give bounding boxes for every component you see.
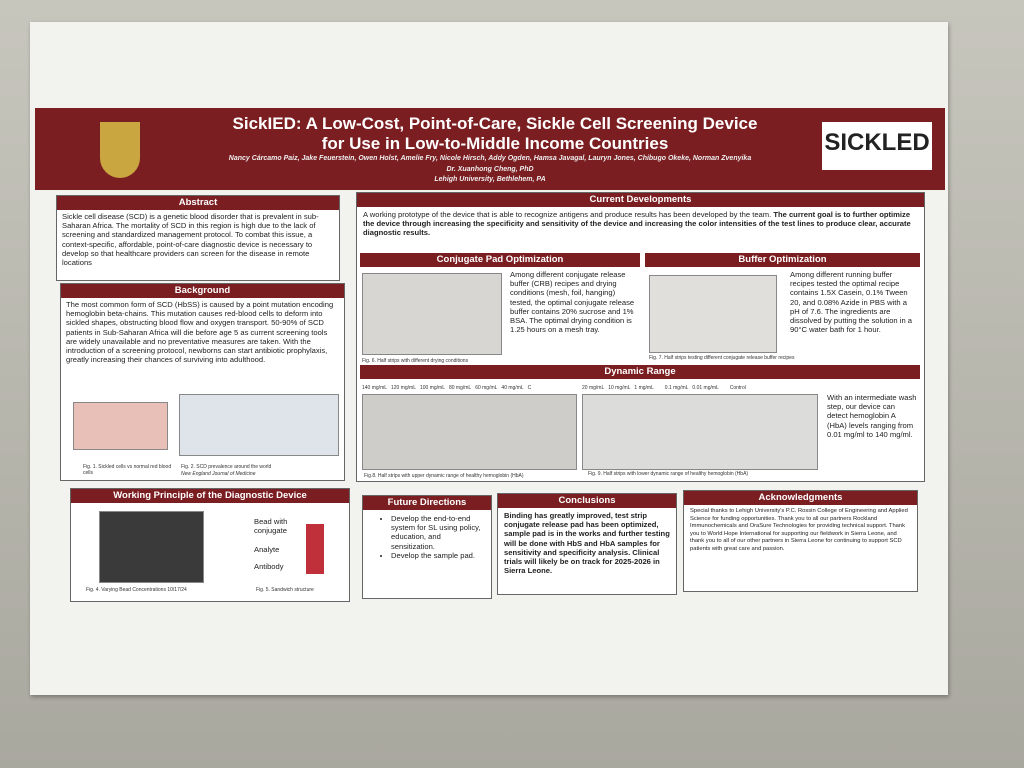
heading: Background	[61, 284, 344, 298]
goal: The current goal is to further optimize …	[363, 210, 911, 238]
text: Among different running buffer recipes t…	[790, 270, 913, 335]
background: Background The most common form of SCD (…	[60, 283, 345, 481]
title: for Use in Low-to-Middle Income Countrie…	[321, 134, 669, 153]
conclusions: Conclusions Binding has greatly improved…	[497, 493, 677, 595]
heading: Future Directions	[363, 496, 491, 510]
caption: Fig. 1. Sickled cells vs normal red bloo…	[83, 464, 172, 476]
text: Sickle cell disease (SCD) is a genetic b…	[62, 212, 319, 268]
caption: Fig.8. Half strips with upper dynamic ra…	[364, 473, 524, 479]
heading: Abstract	[57, 196, 339, 210]
acknowledgments: Acknowledgments Special thanks to Lehigh…	[683, 490, 918, 592]
affiliation: Lehigh University, Bethlehem, PA	[434, 176, 546, 183]
caption: Fig. 9. Half strips with lower dynamic r…	[588, 471, 749, 477]
figure	[179, 394, 339, 456]
caption: Fig. 2. SCD prevalence around the world	[181, 464, 272, 470]
heading: Acknowledgments	[684, 491, 917, 505]
future-directions: Future Directions Develop the end-to-end…	[362, 495, 492, 599]
heading: Current Developments	[357, 193, 924, 207]
caption: Fig. 5. Sandwich structure	[256, 587, 314, 593]
figure	[73, 402, 168, 450]
text: Special thanks to Lehigh University's P.…	[690, 508, 908, 552]
figure	[362, 394, 577, 470]
heading: Conjugate Pad Optimization	[360, 253, 640, 267]
title: SickIED: A Low-Cost, Point-of-Care, Sick…	[232, 114, 758, 133]
dynamic-range: Dynamic Range 140 mg/mL 120 mg/mL 100 mg…	[360, 365, 920, 483]
logo: SICKLED	[822, 122, 932, 170]
figure	[649, 275, 777, 353]
list: Develop the end-to-end system for SL usi…	[363, 510, 491, 560]
working-principle: Working Principle of the Diagnostic Devi…	[70, 488, 350, 602]
figure	[362, 273, 502, 355]
list-item: Develop the end-to-end system for SL usi…	[391, 514, 483, 551]
heading: Working Principle of the Diagnostic Devi…	[71, 489, 349, 503]
figure	[99, 511, 204, 583]
label: Bead with conjugate	[254, 517, 288, 536]
text: With an intermediate wash step, our devi…	[827, 393, 917, 439]
text: A working prototype of the device that i…	[363, 210, 772, 219]
caption: Fig. 6. Half strips with different dryin…	[362, 358, 469, 364]
label: 20 mg/mL 10 mg/mL 1 mg/mL 0.1 mg/mL 0.01…	[582, 385, 746, 391]
text: The most common form of SCD (HbSS) is ca…	[66, 300, 334, 365]
heading: Buffer Optimization	[645, 253, 920, 267]
label: Antibody	[254, 562, 284, 571]
caption: Fig. 7. Half strips testing different co…	[649, 355, 795, 361]
authors: Nancy Cárcamo Paiz, Jake Feuerstein, Owe…	[228, 155, 752, 162]
text: Binding has greatly improved, test strip…	[504, 511, 670, 576]
diagram	[306, 524, 324, 574]
header-band	[35, 108, 945, 190]
label: 140 mg/mL 120 mg/mL 100 mg/mL 80 mg/mL 6…	[362, 385, 532, 391]
label: Analyte	[254, 545, 280, 554]
caption: New England Journal of Medicine	[181, 471, 256, 477]
figure	[582, 394, 818, 470]
crest	[100, 122, 140, 178]
abstract: Abstract Sickle cell disease (SCD) is a …	[56, 195, 340, 281]
heading: Conclusions	[498, 494, 676, 508]
buffer-optimization: Buffer Optimization Among different runn…	[645, 253, 920, 368]
text: Among different conjugate release buffer…	[510, 270, 635, 335]
heading: Dynamic Range	[360, 365, 920, 379]
list-item: Develop the sample pad.	[391, 551, 483, 560]
caption: Fig. 4. Varying Bead Concentrations 10/1…	[86, 587, 187, 593]
advisor: Dr. Xuanhong Cheng, PhD	[446, 166, 534, 173]
conjugate-pad: Conjugate Pad Optimization Among differe…	[360, 253, 640, 368]
